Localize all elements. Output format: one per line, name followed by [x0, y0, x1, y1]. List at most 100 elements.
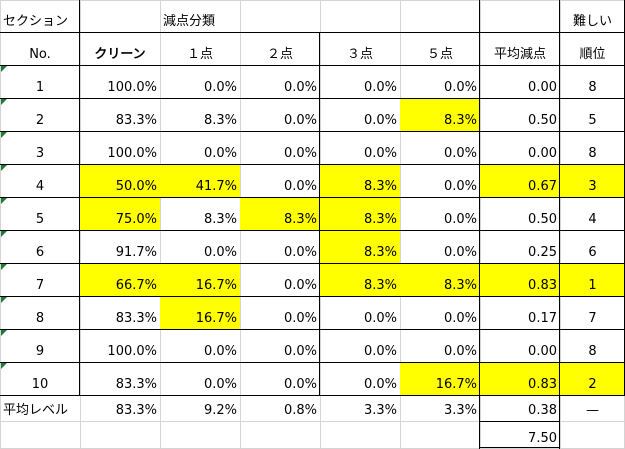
table-cell-clean[interactable]: 83.3% [115, 311, 157, 326]
table-cell-clean[interactable]: 66.7% [80, 263, 160, 296]
table-cell-p2[interactable]: 0.0% [283, 80, 317, 95]
table-cell-p3[interactable]: 8.3% [320, 230, 400, 263]
table-cell-no[interactable]: 9 [35, 344, 45, 359]
table-cell-avg[interactable]: 0.83 [480, 362, 560, 395]
table-cell-avg[interactable]: 0.50 [528, 212, 557, 227]
table-cell-avg[interactable]: 0.00 [528, 344, 557, 359]
table-cell-avg[interactable]: 0.25 [528, 245, 557, 260]
table-cell-clean[interactable]: 50.0% [80, 164, 160, 197]
table-cell-p2[interactable]: 0.0% [283, 245, 317, 260]
summary-clean[interactable]: 83.3% [115, 403, 157, 418]
table-cell-p1[interactable]: 0.0% [203, 80, 237, 95]
header-p3[interactable]: ３点 [346, 47, 373, 62]
summary-p5[interactable]: 3.3% [443, 403, 477, 418]
table-cell-no[interactable]: 7 [35, 278, 45, 293]
total-avg[interactable]: 7.50 [528, 431, 557, 446]
table-cell-p1[interactable]: 8.3% [203, 212, 237, 227]
table-cell-p1[interactable]: 0.0% [203, 245, 237, 260]
table-cell-rank[interactable]: 7 [588, 311, 597, 326]
table-cell-avg[interactable]: 0.00 [528, 146, 557, 161]
table-cell-no[interactable]: 1 [35, 80, 45, 95]
table-cell-clean[interactable]: 100.0% [107, 80, 157, 95]
table-cell-rank[interactable]: 8 [588, 146, 597, 161]
summary-rank[interactable]: — [586, 403, 599, 418]
header-rank[interactable]: 順位 [579, 47, 606, 62]
table-cell-no[interactable]: 4 [35, 179, 45, 194]
table-cell-p1[interactable]: 0.0% [203, 344, 237, 359]
header-blank-cell[interactable] [80, 0, 160, 32]
table-cell-p3[interactable]: 8.3% [320, 164, 400, 197]
table-cell-rank[interactable]: 4 [588, 212, 597, 227]
table-cell-no[interactable]: 10 [31, 377, 49, 392]
table-cell-p3[interactable]: 0.0% [363, 344, 397, 359]
table-cell-p5[interactable]: 0.0% [443, 344, 477, 359]
table-cell-p5[interactable]: 16.7% [400, 362, 480, 395]
table-cell-p5[interactable]: 0.0% [443, 245, 477, 260]
summary-avg[interactable]: 0.38 [528, 403, 557, 418]
summary-p3[interactable]: 3.3% [363, 403, 397, 418]
table-cell-rank[interactable]: 2 [560, 362, 625, 395]
table-cell-p1[interactable]: 0.0% [203, 377, 237, 392]
summary-label[interactable]: 平均レベル [3, 403, 69, 418]
table-cell-clean[interactable]: 83.3% [115, 377, 157, 392]
table-cell-p5[interactable]: 0.0% [443, 212, 477, 227]
table-cell-rank[interactable]: 8 [588, 80, 597, 95]
table-cell-p1[interactable]: 41.7% [160, 164, 240, 197]
table-cell-no[interactable]: 8 [35, 311, 45, 326]
table-cell-p2[interactable]: 8.3% [240, 197, 320, 230]
table-cell-p2[interactable]: 0.0% [283, 113, 317, 128]
table-cell-p5[interactable]: 0.0% [443, 80, 477, 95]
header-hardest-label[interactable]: 難しい [572, 14, 612, 29]
table-cell-rank[interactable]: 6 [588, 245, 597, 260]
header-p2[interactable]: ２点 [266, 47, 293, 62]
table-cell-p3[interactable]: 8.3% [320, 263, 400, 296]
table-cell-p2[interactable]: 0.0% [283, 146, 317, 161]
header-p1[interactable]: １点 [186, 47, 213, 62]
table-cell-p1[interactable]: 16.7% [160, 296, 240, 329]
table-cell-p2[interactable]: 0.0% [283, 278, 317, 293]
table-cell-p5[interactable]: 8.3% [400, 98, 480, 131]
table-cell-no[interactable]: 6 [35, 245, 45, 260]
table-cell-rank[interactable]: 1 [560, 263, 625, 296]
table-cell-p3[interactable]: 8.3% [320, 197, 400, 230]
table-cell-p3[interactable]: 0.0% [363, 80, 397, 95]
table-cell-clean[interactable]: 100.0% [107, 344, 157, 359]
table-cell-p1[interactable]: 8.3% [203, 113, 237, 128]
header-clean[interactable]: クリーン [94, 47, 146, 62]
table-cell-avg[interactable]: 0.17 [528, 311, 557, 326]
table-cell-clean[interactable]: 91.7% [115, 245, 157, 260]
table-cell-rank[interactable]: 3 [560, 164, 625, 197]
header-category-label[interactable]: 減点分類 [163, 14, 216, 29]
header-avg[interactable]: 平均減点 [493, 47, 546, 62]
table-cell-p3[interactable]: 0.0% [363, 146, 397, 161]
table-cell-p3[interactable]: 0.0% [363, 113, 397, 128]
table-cell-p2[interactable]: 0.0% [283, 377, 317, 392]
table-cell-p3[interactable]: 0.0% [363, 377, 397, 392]
table-cell-p2[interactable]: 0.0% [283, 344, 317, 359]
table-cell-p2[interactable]: 0.0% [283, 311, 317, 326]
table-cell-avg[interactable]: 0.00 [528, 80, 557, 95]
table-cell-rank[interactable]: 8 [588, 344, 597, 359]
table-cell-p5[interactable]: 0.0% [443, 179, 477, 194]
table-cell-no[interactable]: 2 [35, 113, 45, 128]
table-cell-p5[interactable]: 0.0% [443, 146, 477, 161]
table-cell-no[interactable]: 3 [35, 146, 45, 161]
header-section-label[interactable]: セクション [3, 14, 69, 29]
table-cell-clean[interactable]: 83.3% [115, 113, 157, 128]
table-cell-avg[interactable]: 0.67 [480, 164, 560, 197]
table-cell-p3[interactable]: 0.0% [363, 311, 397, 326]
table-cell-rank[interactable]: 5 [588, 113, 597, 128]
summary-p2[interactable]: 0.8% [283, 403, 317, 418]
header-no[interactable]: No. [29, 47, 51, 62]
table-cell-clean[interactable]: 100.0% [107, 146, 157, 161]
table-cell-avg[interactable]: 0.83 [480, 263, 560, 296]
table-cell-p5[interactable]: 8.3% [400, 263, 480, 296]
table-cell-p2[interactable]: 0.0% [283, 179, 317, 194]
summary-p1[interactable]: 9.2% [203, 403, 237, 418]
table-cell-p5[interactable]: 0.0% [443, 311, 477, 326]
header-p5[interactable]: ５点 [426, 47, 453, 62]
table-cell-clean[interactable]: 75.0% [80, 197, 160, 230]
table-cell-no[interactable]: 5 [35, 212, 45, 227]
table-cell-p1[interactable]: 16.7% [160, 263, 240, 296]
table-cell-p1[interactable]: 0.0% [203, 146, 237, 161]
